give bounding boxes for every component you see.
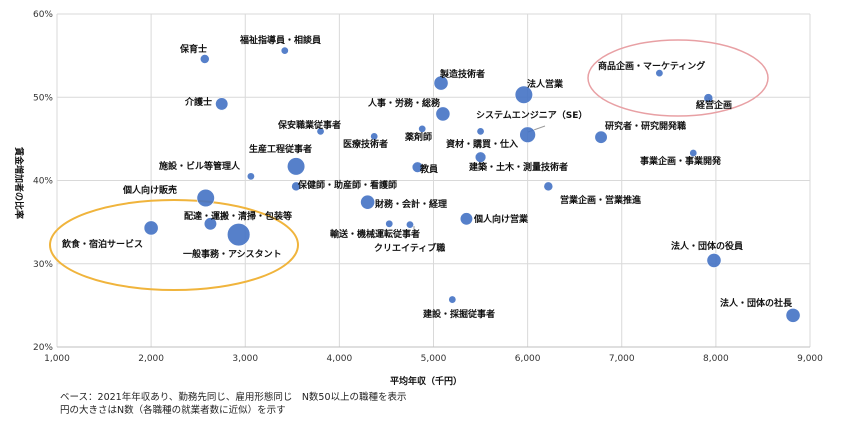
point-label: 介護士 (184, 96, 212, 108)
point-label: 個人向け販売 (122, 184, 177, 196)
data-point (227, 222, 251, 247)
data-point (246, 172, 255, 181)
x-tick-label: 3,000 (232, 354, 258, 364)
point-label: 法人・団体の社長 (720, 297, 793, 309)
data-point (543, 181, 554, 192)
data-point (785, 307, 801, 323)
y-axis-title: 賃金増加者の比率 (13, 146, 25, 219)
data-point (689, 149, 698, 158)
data-point (385, 219, 394, 228)
data-point (655, 69, 664, 78)
data-point (594, 130, 608, 144)
grid-lines (56, 13, 811, 348)
point-label: 個人向け営業 (473, 213, 529, 225)
y-tick-label: 60% (33, 10, 53, 20)
data-point (476, 127, 485, 136)
point-label: 生産工程従事者 (249, 143, 312, 155)
x-tick-label: 9,000 (797, 354, 823, 364)
x-tick-label: 2,000 (138, 354, 164, 364)
y-tick-label: 50% (33, 93, 53, 103)
data-point (203, 217, 217, 231)
y-tick-label: 30% (33, 260, 53, 270)
point-label: 製造技術者 (439, 68, 485, 80)
point-label: 保健師・助産師・看護師 (297, 179, 397, 191)
point-label: 商品企画・マーケティング (598, 60, 705, 72)
point-label: 法人営業 (527, 78, 564, 90)
data-point (514, 85, 533, 104)
data-point (215, 97, 229, 111)
point-label: 経営企画 (696, 99, 732, 111)
point-label: システムエンジニア（SE） (476, 110, 587, 121)
point-label: 事業企画・事業開発 (640, 155, 722, 167)
data-point (280, 46, 289, 55)
point-label: 一般事務・アシスタント (183, 248, 282, 260)
x-tick-label: 4,000 (326, 354, 352, 364)
point-label: 保安職業従事者 (277, 119, 341, 131)
data-point (519, 126, 536, 143)
tick-labels: 20% 30% 40% 50% 60% 1,000 2,000 3,000 4,000 5,000… (33, 10, 823, 364)
point-label: 法人・団体の役員 (671, 240, 743, 252)
point-label: 建築・土木・測量技術者 (469, 161, 568, 173)
point-label: 人事・労務・総務 (367, 97, 441, 109)
data-point (196, 188, 215, 208)
point-label: 飲食・宿泊サービス (61, 238, 143, 250)
x-tick-label: 8,000 (703, 354, 729, 364)
data-point (316, 127, 325, 136)
data-point (706, 253, 722, 268)
x-tick-label: 1,000 (44, 354, 70, 364)
data-point (448, 295, 457, 304)
data-point (459, 212, 473, 226)
data-point (418, 124, 427, 133)
point-label: クリエイティブ職 (374, 242, 445, 254)
data-point (411, 161, 424, 173)
data-point (286, 157, 306, 176)
point-label: 建設・採掘従事者 (423, 308, 495, 320)
y-tick-label: 40% (33, 177, 53, 187)
x-tick-label: 5,000 (421, 354, 447, 364)
point-label: 薬剤師 (405, 131, 432, 143)
point-label: 資材・購買・仕入 (446, 138, 518, 150)
y-tick-label: 20% (33, 343, 53, 353)
highlight-ellipse-orange (49, 199, 299, 291)
point-label: 医療技術者 (343, 138, 388, 150)
highlight-ellipses (49, 39, 769, 291)
data-point (199, 54, 210, 64)
x-tick-label: 6,000 (515, 354, 541, 364)
point-label: 研究者・研究開発職 (605, 120, 686, 132)
point-label: 財務・会計・経理 (374, 198, 447, 210)
point-label: 施設・ビル等管理人 (159, 160, 241, 172)
footnote-line-2: 円の大きさはN数（各職種の就業者数に近似）を示す (60, 405, 286, 416)
point-label: 保育士 (179, 43, 207, 55)
x-axis-title: 平均年収（千円） (390, 375, 462, 387)
x-tick-label: 7,000 (609, 354, 635, 364)
point-label: 福祉指導員・相談員 (239, 34, 321, 46)
point-label: 営業企画・営業推進 (560, 194, 642, 206)
data-point (291, 181, 301, 192)
data-point (143, 220, 159, 236)
footnote-line-1: ベース：2021年年収あり、勤務先同じ、雇用形態同じ N数50以上の職種を表示 (60, 392, 407, 403)
data-point (435, 106, 451, 122)
data-point (360, 194, 376, 210)
data-point (370, 132, 379, 141)
highlight-ellipse-pink (587, 39, 769, 117)
data-point (703, 93, 714, 103)
data-points (143, 46, 801, 323)
point-label: 輸送・機械運転従事者 (330, 228, 420, 240)
point-label: 教員 (419, 163, 438, 175)
data-point (405, 220, 414, 229)
point-label: 配達・運搬・清掃・包装等 (184, 210, 292, 222)
data-point (474, 151, 487, 163)
data-point (433, 75, 449, 91)
